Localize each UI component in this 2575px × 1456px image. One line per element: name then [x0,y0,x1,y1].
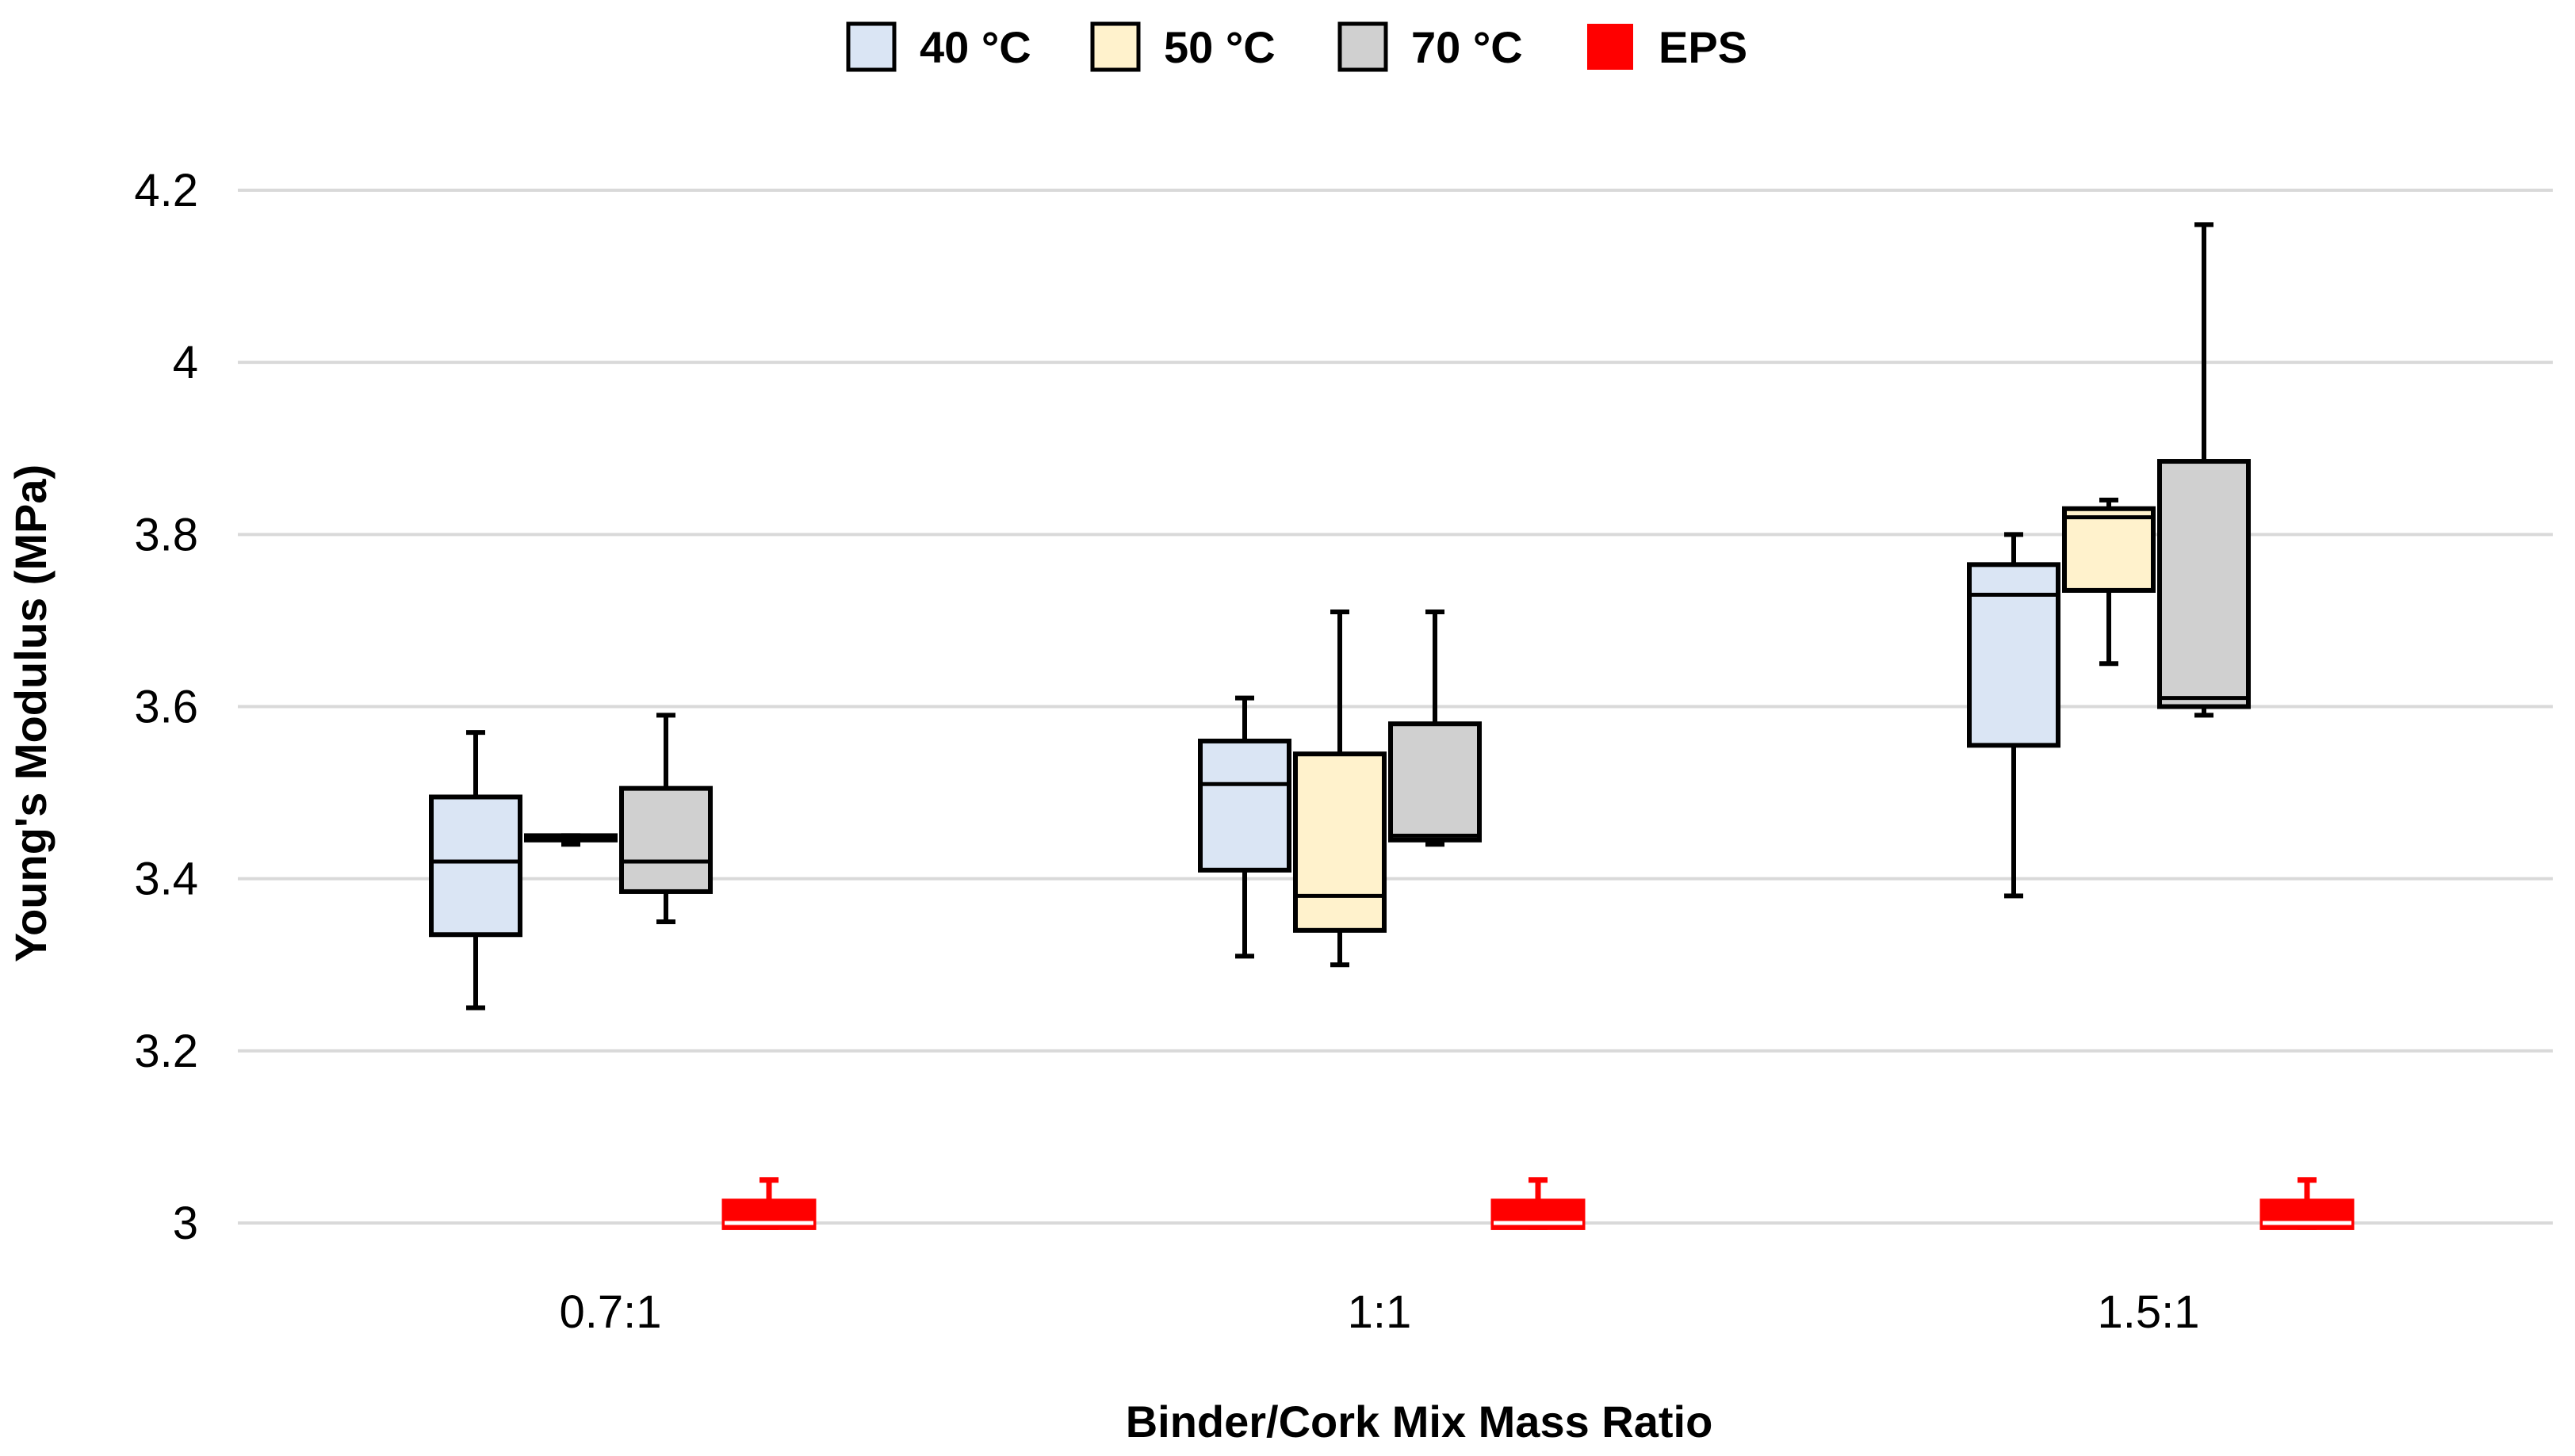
legend: 40 °C 50 °C 70 °C EPS [846,21,1747,72]
box-70c-3 [2157,222,2251,718]
box-50c-1 [524,833,618,847]
x-axis-ticks: 0.7:1 1:1 1.5:1 [560,1286,2200,1338]
y-tick-label: 3.2 [134,1026,198,1077]
box-body [1293,751,1387,933]
x-axis-title: Binder/Cork Mix Mass Ratio [1126,1397,1713,1446]
x-tick-label: 0.7:1 [560,1286,662,1338]
box-eps-1 [721,1177,817,1230]
legend-swatch [1337,21,1388,72]
x-tick-label: 1.5:1 [2098,1286,2200,1338]
legend-item-1: 40 °C [846,21,1031,72]
legend-label: 50 °C [1164,22,1276,72]
box-series [429,222,2355,1230]
legend-item-4: EPS [1587,22,1747,72]
box-body [2062,506,2156,593]
y-tick-label: 3.8 [134,509,198,560]
y-tick-label: 3.4 [134,854,198,905]
y-tick-label: 3.6 [134,682,198,733]
legend-item-3: 70 °C [1337,21,1523,72]
legend-label: 40 °C [920,22,1031,72]
box-40c-2 [1198,695,1291,959]
legend-swatch [846,21,897,72]
legend-label: 70 °C [1411,22,1523,72]
legend-item-2: 50 °C [1090,21,1276,72]
box-body [1967,562,2060,748]
y-axis-ticks: 3 3.2 3.4 3.6 3.8 4 4.2 [134,165,198,1249]
box-body [619,785,713,894]
box-body [2157,459,2251,709]
box-40c-3 [1967,532,2060,899]
box-eps-2 [1490,1177,1586,1230]
x-tick-label: 1:1 [1348,1286,1412,1338]
box-body [1388,721,1482,843]
y-axis-title: Young's Modulus (MPa) [6,464,55,962]
box-70c-1 [619,713,713,924]
y-tick-label: 4 [173,337,198,388]
legend-swatch [1587,24,1633,70]
box-eps-3 [2259,1177,2355,1230]
box-40c-1 [429,730,522,1011]
legend-label: EPS [1659,22,1747,72]
legend-swatch [1090,21,1141,72]
box-body [1198,738,1291,873]
y-tick-label: 4.2 [134,165,198,216]
box-50c-2 [1293,610,1387,968]
box-70c-2 [1388,610,1482,847]
box-body [429,794,522,938]
y-tick-label: 3 [173,1198,198,1249]
box-50c-3 [2062,497,2156,667]
